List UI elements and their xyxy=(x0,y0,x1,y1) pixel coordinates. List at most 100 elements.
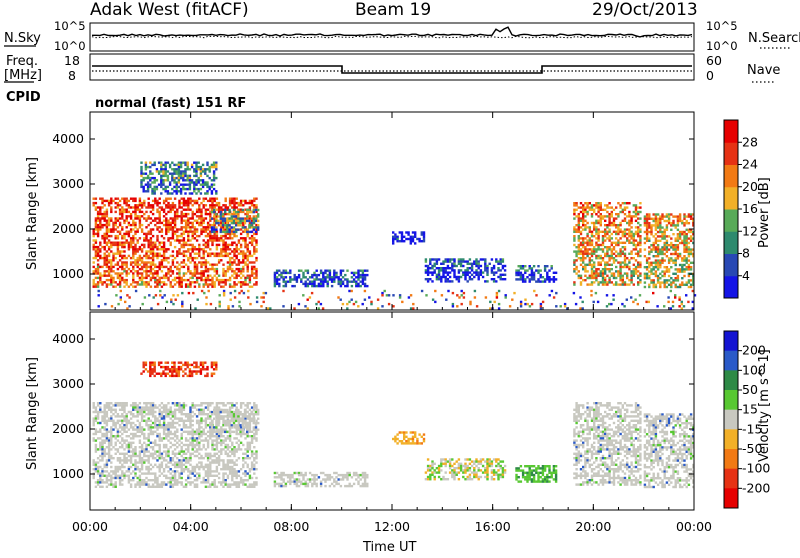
data-cell xyxy=(346,285,348,287)
data-cell xyxy=(276,281,278,283)
data-cell xyxy=(130,483,132,485)
data-cell xyxy=(185,431,187,433)
data-cell xyxy=(600,204,602,206)
data-cell xyxy=(132,206,134,208)
data-cell xyxy=(646,237,648,239)
data-cell xyxy=(165,450,167,452)
data-cell xyxy=(537,265,539,267)
data-cell xyxy=(463,296,465,298)
data-cell xyxy=(192,200,194,202)
data-cell xyxy=(611,281,613,283)
data-cell xyxy=(589,283,591,285)
data-cell xyxy=(145,264,147,266)
data-cell xyxy=(586,211,588,213)
data-cell xyxy=(611,275,613,277)
data-cell xyxy=(176,213,178,215)
data-cell xyxy=(661,237,663,239)
data-cell xyxy=(619,279,621,281)
data-cell xyxy=(584,224,586,226)
data-cell xyxy=(104,211,106,213)
data-cell xyxy=(160,179,162,181)
data-cell xyxy=(137,431,139,433)
data-cell xyxy=(207,244,209,246)
data-cell xyxy=(619,283,621,285)
data-cell xyxy=(99,411,101,413)
data-cell xyxy=(645,301,647,303)
data-cell xyxy=(194,253,196,255)
data-cell xyxy=(573,235,575,237)
data-cell xyxy=(126,283,128,285)
data-cell xyxy=(548,269,550,271)
data-cell xyxy=(529,280,531,282)
data-cell xyxy=(247,275,249,277)
data-cell xyxy=(311,283,313,285)
data-cell xyxy=(154,417,156,419)
data-cell xyxy=(185,479,187,481)
data-cell xyxy=(123,448,125,450)
data-cell xyxy=(203,231,205,233)
data-cell xyxy=(431,274,433,276)
data-cell xyxy=(181,281,183,283)
data-cell xyxy=(611,224,613,226)
data-cell xyxy=(633,204,635,206)
data-cell xyxy=(595,202,597,204)
data-cell xyxy=(250,231,252,233)
data-cell xyxy=(143,459,145,461)
data-cell xyxy=(121,272,123,274)
data-cell xyxy=(604,215,606,217)
data-cell xyxy=(188,292,190,294)
data-cell xyxy=(242,220,244,222)
data-cell xyxy=(458,263,460,265)
data-cell xyxy=(185,426,187,428)
data-cell xyxy=(132,453,134,455)
data-cell xyxy=(668,244,670,246)
data-cell xyxy=(172,422,174,424)
data-cell xyxy=(181,261,183,263)
data-cell xyxy=(99,459,101,461)
data-cell xyxy=(542,301,544,303)
data-cell xyxy=(112,428,114,430)
data-cell xyxy=(110,409,112,411)
data-cell xyxy=(542,276,544,278)
data-cell xyxy=(613,220,615,222)
data-cell xyxy=(132,402,134,404)
data-cell xyxy=(108,268,110,270)
data-cell xyxy=(101,457,103,459)
data-cell xyxy=(617,215,619,217)
data-cell xyxy=(683,270,685,272)
data-cell xyxy=(313,278,315,280)
data-cell xyxy=(648,277,650,279)
data-cell xyxy=(147,181,149,183)
data-cell xyxy=(192,237,194,239)
data-cell xyxy=(189,198,191,200)
data-cell xyxy=(95,406,97,408)
data-cell xyxy=(132,428,134,430)
data-cell xyxy=(117,250,119,252)
data-cell xyxy=(185,231,187,233)
data-cell xyxy=(101,415,103,417)
data-cell xyxy=(322,307,324,309)
data-cell xyxy=(688,253,690,255)
data-cell xyxy=(104,404,106,406)
data-cell xyxy=(238,204,240,206)
data-cell xyxy=(655,273,657,275)
data-cell xyxy=(198,246,200,248)
data-cell xyxy=(675,279,677,281)
data-cell xyxy=(211,229,213,231)
data-cell xyxy=(672,248,674,250)
data-cell xyxy=(464,271,466,273)
data-cell xyxy=(311,274,313,276)
data-cell xyxy=(222,218,224,220)
data-cell xyxy=(121,402,123,404)
data-cell xyxy=(227,305,229,307)
data-cell xyxy=(573,264,575,266)
data-cell xyxy=(139,428,141,430)
data-cell xyxy=(97,404,99,406)
data-cell xyxy=(139,422,141,424)
data-cell xyxy=(305,283,307,285)
data-cell xyxy=(644,224,646,226)
data-cell xyxy=(646,235,648,237)
data-cell xyxy=(196,257,198,259)
data-cell xyxy=(104,257,106,259)
data-cell xyxy=(364,278,366,280)
